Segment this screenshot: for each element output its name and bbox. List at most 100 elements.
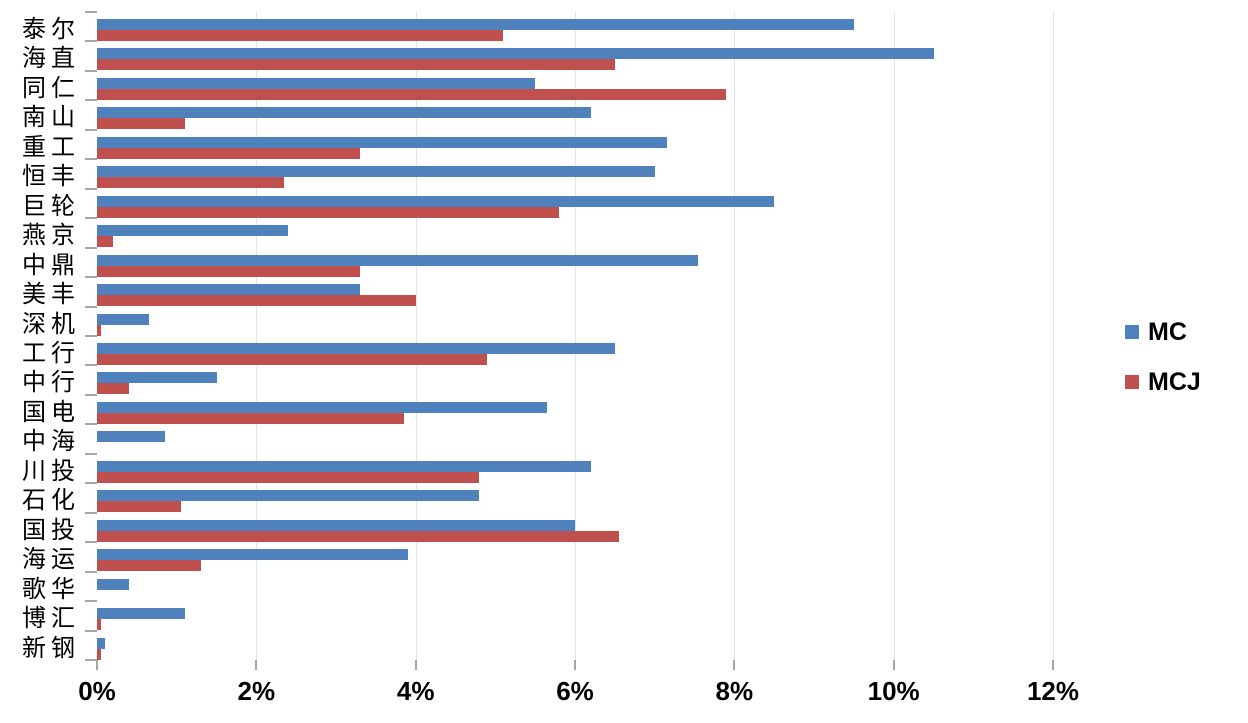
mc-bar-18	[97, 519, 575, 531]
gridline-6pct	[575, 12, 576, 660]
y-tick	[85, 423, 97, 426]
gridline-8pct	[734, 12, 736, 660]
x-tick-10%	[892, 660, 895, 670]
mc-bar-16	[97, 460, 591, 472]
x-tick-0%	[96, 660, 98, 670]
y-tick	[85, 393, 97, 396]
y-tick	[85, 541, 97, 544]
plot-area	[97, 12, 1054, 660]
y-axis-label-3: 同仁	[22, 75, 80, 102]
x-tick-4%	[414, 660, 417, 670]
y-tick	[85, 452, 97, 455]
y-axis-label-16: 川投	[22, 458, 80, 485]
mcj-bar-3	[97, 88, 727, 100]
y-axis-label-21: 博汇	[22, 606, 80, 633]
mcj-bar-10	[97, 295, 416, 307]
mc-bar-19	[97, 549, 408, 561]
y-tick	[85, 600, 97, 603]
mc-bar-15	[97, 431, 165, 443]
y-tick	[85, 40, 97, 43]
y-axis-label-20: 歌华	[22, 576, 80, 603]
x-tick-6%	[574, 660, 576, 670]
y-tick	[85, 276, 97, 279]
mcj-bar-2	[97, 59, 615, 71]
y-axis-label-2: 海直	[22, 46, 80, 73]
y-tick	[85, 99, 97, 102]
mcj-bar-19	[97, 560, 201, 572]
mcj-bar-17	[97, 501, 181, 513]
y-tick	[85, 335, 97, 337]
mcj-bar-7	[97, 206, 560, 218]
y-tick	[85, 629, 97, 632]
mc-bar-20	[97, 578, 129, 590]
y-tick	[85, 364, 97, 367]
mcj-bar-13	[97, 383, 129, 395]
mcj-bar-21	[97, 619, 101, 631]
mcj-bar-5	[97, 147, 360, 159]
mc-bar-4	[97, 107, 591, 119]
legend-label-mcj: MCJ	[1148, 367, 1201, 396]
mc-bar-7	[97, 195, 775, 207]
x-tick-8%	[733, 660, 736, 670]
y-axis-label-14: 国电	[22, 399, 80, 426]
mc-bar-17	[97, 490, 480, 502]
mcj-bar-9	[97, 265, 360, 277]
mcj-bar-22	[97, 648, 101, 660]
y-axis-label-11: 深机	[22, 311, 80, 338]
mc-bar-5	[97, 136, 667, 148]
x-tick-12%	[1052, 660, 1054, 670]
mcj-bar-8	[97, 236, 113, 248]
y-tick	[85, 570, 97, 573]
legend-label-mc: MC	[1148, 317, 1187, 346]
y-tick	[85, 217, 97, 220]
mc-bar-14	[97, 401, 548, 413]
y-axis-label-22: 新钢	[22, 635, 80, 662]
mcj-bar-1	[97, 30, 504, 41]
mc-swatch-icon	[1125, 325, 1139, 339]
mc-bar-22	[97, 637, 105, 649]
y-tick	[85, 305, 97, 308]
mcj-bar-18	[97, 530, 619, 542]
mcj-bar-4	[97, 118, 185, 130]
x-axis-label-6%: 6%	[556, 676, 594, 706]
legend: MC MCJ	[1125, 318, 1201, 418]
y-axis-label-4: 南山	[22, 105, 80, 132]
mc-bar-10	[97, 284, 360, 296]
y-axis-label-10: 美丰	[22, 282, 80, 309]
mc-bar-11	[97, 313, 149, 325]
y-tick	[85, 158, 97, 161]
y-axis-label-17: 石化	[22, 488, 80, 515]
y-tick	[85, 246, 97, 249]
y-tick	[85, 511, 97, 514]
x-tick-2%	[255, 660, 258, 670]
mc-bar-13	[97, 372, 217, 384]
gridline-12pct	[1053, 12, 1054, 660]
mcj-bar-11	[97, 324, 101, 336]
mcj-bar-16	[97, 471, 480, 483]
y-axis-label-6: 恒丰	[22, 164, 80, 191]
y-tick	[85, 11, 97, 13]
mcj-bar-14	[97, 412, 404, 424]
y-tick	[85, 187, 97, 190]
y-axis-label-19: 海运	[22, 547, 80, 574]
gridline-2pct	[256, 12, 258, 660]
y-axis-label-1: 泰尔	[22, 17, 80, 43]
x-axis-label-4%: 4%	[396, 676, 435, 706]
mcj-bar-6	[97, 177, 285, 189]
mcj-bar-12	[97, 354, 488, 365]
mc-bar-6	[97, 166, 655, 178]
x-axis-line	[85, 659, 1054, 661]
y-axis-label-18: 国投	[22, 517, 80, 544]
y-axis-label-7: 巨轮	[22, 193, 80, 220]
y-axis-label-8: 燕京	[22, 223, 80, 250]
gridline-10pct	[893, 12, 895, 660]
mc-bar-1	[97, 19, 854, 30]
mc-bar-9	[97, 254, 699, 266]
mc-bar-21	[97, 608, 185, 620]
mc-bar-8	[97, 225, 289, 237]
x-axis-label-2%: 2%	[237, 676, 276, 706]
x-axis-label-12%: 12%	[1026, 676, 1080, 706]
mcj-swatch-icon	[1125, 375, 1139, 389]
x-axis-label-8%: 8%	[715, 676, 754, 706]
